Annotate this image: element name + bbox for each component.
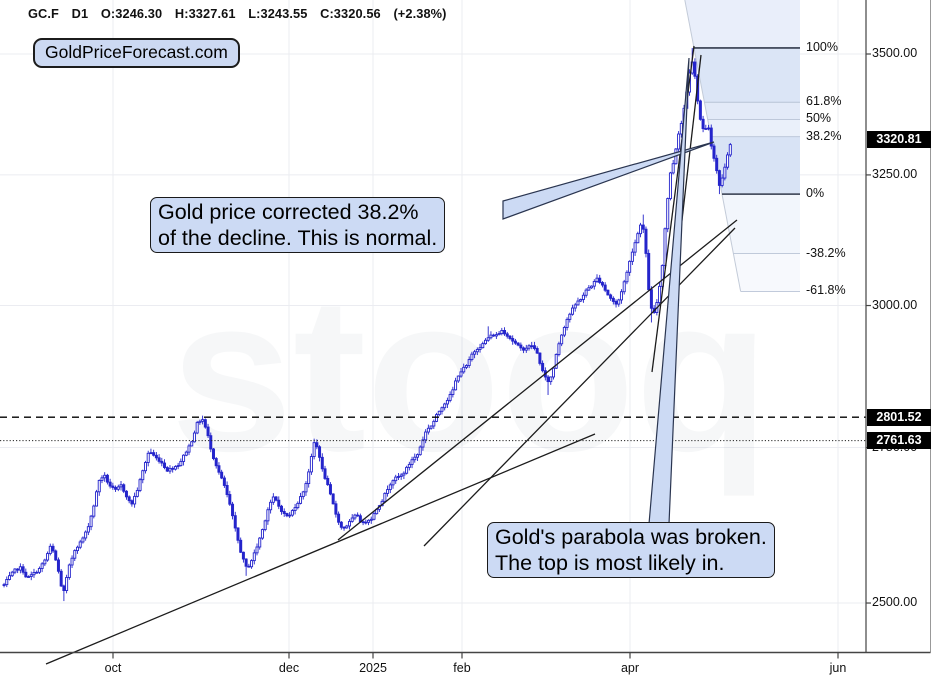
dotted-level-badge: 2761.63: [867, 432, 931, 450]
y-axis-label: 2500.00: [872, 595, 918, 610]
y-axis-label: 3500.00: [872, 46, 918, 60]
ohlc-header: GC.F D1 O:3246.30 H:3327.61 L:3243.55 C:…: [28, 6, 456, 21]
symbol-label: GC.F: [28, 6, 59, 21]
fib-band: [704, 102, 800, 120]
fib-band: [694, 47, 800, 103]
fib-band: [707, 119, 800, 137]
y-axis-label: 3000.00: [872, 297, 918, 312]
x-axis-label: jun: [829, 661, 847, 675]
timeframe-label: D1: [71, 6, 89, 21]
y-axis-label: 3250.00: [872, 166, 918, 181]
x-axis-label: apr: [620, 661, 640, 675]
annotation-parabola-box: Gold's parabola was broken. The top is m…: [487, 522, 775, 578]
change-value: (+2.38%): [393, 6, 447, 21]
annotation-line: The top is most likely in.: [495, 551, 725, 575]
annotation-correction-box: Gold price corrected 38.2% of the declin…: [150, 197, 446, 253]
fib-band: [684, 0, 800, 48]
x-axis-label: dec: [278, 661, 300, 675]
fib-level-label: 61.8%: [806, 94, 842, 109]
x-axis-label: feb: [453, 661, 471, 675]
annotation-line: of the decline. This is normal.: [158, 226, 438, 250]
last-price-badge: 3320.81: [867, 131, 931, 149]
callout-pointer: [502, 141, 715, 220]
parabola-fan-2-trendline: [423, 227, 736, 547]
high-value: H:3327.61: [174, 6, 236, 21]
annotation-line: Gold price corrected 38.2%: [158, 200, 419, 224]
fib-level-label: 38.2%: [806, 128, 842, 143]
x-axis-label: oct: [104, 661, 122, 675]
fib-band: [711, 136, 800, 195]
fib-level-label: 0%: [806, 186, 825, 201]
fib-level-label: 100%: [806, 39, 838, 54]
fib-band: [733, 253, 800, 292]
brand-badge: GoldPriceForecast.com: [33, 38, 240, 68]
fib-level-label: 50%: [806, 111, 832, 126]
close-value: C:3320.56: [320, 6, 381, 21]
fib-band: [722, 194, 800, 254]
x-axis-label: 2025: [359, 661, 387, 675]
long-term-support-trendline: [45, 433, 596, 665]
dashed-level-badge: 2801.52: [867, 408, 931, 426]
annotation-line: Gold's parabola was broken.: [495, 525, 767, 549]
fib-level-label: -61.8%: [806, 283, 846, 298]
low-value: L:3243.55: [248, 6, 308, 21]
open-value: O:3246.30: [100, 6, 163, 21]
fib-level-label: -38.2%: [806, 245, 846, 260]
